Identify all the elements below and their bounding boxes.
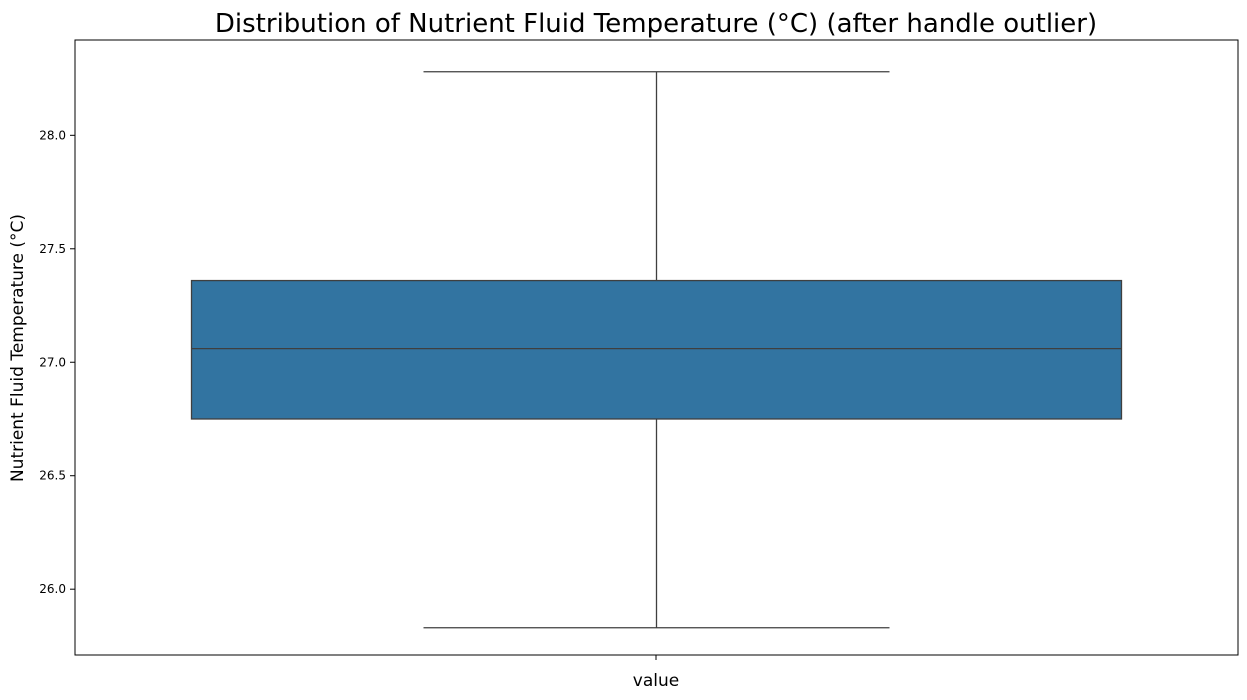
y-tick-label: 26.0 — [39, 582, 66, 596]
y-tick-label: 28.0 — [39, 128, 66, 142]
interquartile-box — [190, 279, 1123, 420]
y-tick-label: 27.0 — [39, 355, 66, 369]
x-axis-tick-group: value — [633, 655, 679, 691]
x-axis-label: value — [633, 671, 679, 691]
y-tick-label: 26.5 — [39, 469, 66, 483]
chart-title: Distribution of Nutrient Fluid Temperatu… — [215, 9, 1097, 39]
y-tick-label: 27.5 — [39, 242, 66, 256]
box-plot-group — [190, 71, 1123, 629]
y-axis-ticks: 26.0 26.5 27.0 27.5 28.0 — [39, 128, 75, 596]
y-axis-label: Nutrient Fluid Temperature (°C) — [8, 214, 28, 482]
